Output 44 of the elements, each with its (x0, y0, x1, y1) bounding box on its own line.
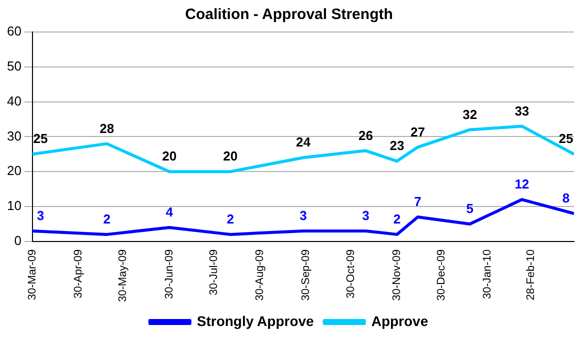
data-label: 2 (226, 212, 234, 227)
y-tick-label: 60 (6, 24, 22, 39)
data-label: 27 (410, 124, 426, 140)
legend-label: Approve (371, 312, 428, 329)
data-label: 3 (362, 208, 370, 224)
y-tick-label: 50 (6, 58, 22, 74)
data-label: 25 (558, 131, 574, 146)
data-label: 3 (36, 208, 44, 224)
data-label: 7 (414, 194, 422, 210)
x-tick-label: 30-Nov-09 (390, 249, 403, 301)
x-tick-label: 30-May-09 (117, 249, 130, 302)
data-label: 5 (466, 201, 474, 216)
data-label: 24 (296, 134, 312, 150)
y-tick-label: 40 (6, 93, 22, 108)
data-label: 26 (358, 128, 373, 143)
x-tick-label: 30-Dec-09 (436, 249, 448, 301)
x-tick-label: 30-Jan-10 (482, 249, 494, 299)
data-label: 20 (223, 148, 238, 164)
data-label: 2 (103, 212, 110, 227)
x-tick-label: 30-Sep-09 (300, 249, 312, 301)
data-label: 33 (514, 103, 530, 118)
y-tick-label: 0 (14, 233, 22, 248)
data-label: 4 (166, 204, 174, 220)
x-tick-label: 30-Mar-09 (26, 249, 38, 300)
x-tick-label: 28-Feb-10 (524, 249, 537, 300)
x-tick-label: 30-Oct-09 (344, 249, 357, 298)
data-label: 23 (390, 138, 404, 154)
y-tick-label: 20 (6, 163, 22, 178)
y-tick-label: 10 (6, 198, 22, 214)
x-tick-label: 30-Jul-09 (208, 249, 220, 296)
x-tick-label: 30-Jun-09 (163, 249, 176, 299)
x-tick-label: 30-Aug-09 (254, 249, 266, 301)
data-label: 2 (393, 212, 401, 227)
data-label: 12 (514, 176, 530, 192)
legend-label: Strongly Approve (196, 312, 314, 329)
data-label: 28 (100, 120, 114, 136)
y-tick-label: 30 (6, 128, 22, 144)
data-label: 8 (562, 190, 570, 206)
chart-title: Coalition - Approval Strength (185, 6, 393, 24)
data-label: 20 (162, 148, 177, 164)
x-tick-label: 30-Apr-09 (72, 249, 85, 298)
data-label: 3 (300, 208, 307, 224)
data-label: 32 (462, 106, 478, 122)
data-label: 25 (33, 131, 48, 146)
